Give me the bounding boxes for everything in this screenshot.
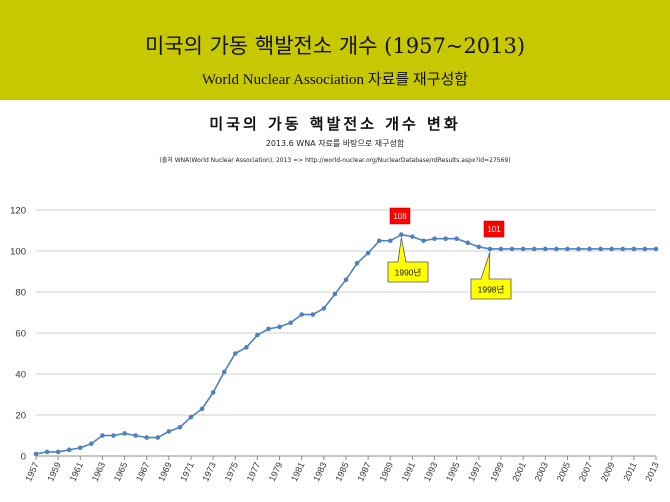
- page-subtitle: World Nuclear Association 자료를 재구성함: [201, 72, 469, 88]
- chart-subtitle: 2013.6 WNA 자료를 바탕으로 재구성함: [265, 139, 405, 148]
- page-title: 미국의 가동 핵발전소 개수 (1957~2013): [144, 34, 526, 58]
- chart-title: 미국의 가동 핵발전소 개수 변화: [209, 115, 461, 133]
- chart-source: (출처 WNA(World Nuclear Association), 2013…: [159, 157, 511, 164]
- header-banner: 미국의 가동 핵발전소 개수 (1957~2013) World Nuclear…: [0, 0, 670, 100]
